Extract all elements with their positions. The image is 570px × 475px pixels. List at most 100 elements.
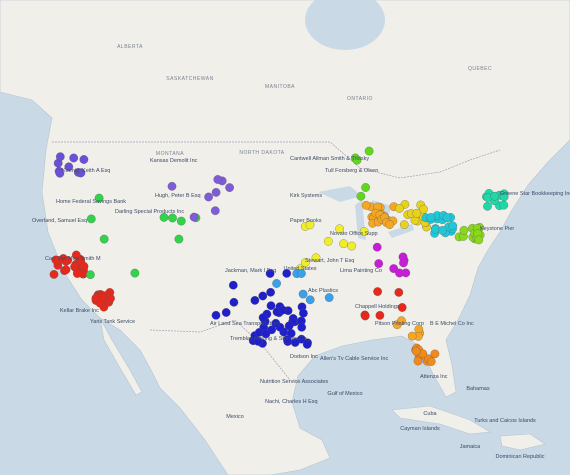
marker [213,175,223,184]
marker [323,236,333,246]
marker [278,305,288,315]
marker-label: Pitson Printing Corp [375,321,424,327]
marker [372,242,382,252]
marker-label: Kellar Brake Inc [60,308,99,314]
marker [282,269,292,278]
marker [413,356,423,366]
marker [438,226,447,235]
marker-label: Home Federal Savings Bank [56,199,126,205]
marker [69,153,79,163]
marker-label: Tremblay Moving & Storage Co [230,336,307,342]
marker [339,239,348,249]
marker [265,269,275,278]
marker [189,212,199,222]
marker [297,322,307,332]
marker [167,181,177,191]
marker [283,335,292,344]
marker [79,261,89,271]
marker-label: Attenza Inc [420,374,448,380]
marker [356,191,366,201]
marker [394,288,404,297]
place-label: Mexico [226,414,243,420]
marker [426,213,436,222]
marker [51,255,61,265]
hispaniola [499,433,546,451]
marker [250,296,260,305]
marker [284,321,294,331]
marker [258,291,268,301]
marker [411,346,421,356]
marker [397,316,406,326]
marker [76,168,86,178]
region-label: ONTARIO [347,96,373,102]
marker [395,204,404,213]
marker [225,183,234,192]
hudson-bay [305,0,385,50]
marker-label: Kansas Demolit Inc [150,158,198,164]
marker [61,265,71,275]
marker [419,204,428,214]
marker [459,225,469,235]
region-label: SASKATCHEWAN [166,76,213,82]
marker [63,256,73,265]
marker [228,280,238,290]
borders [52,141,501,381]
marker-label: Cantwell Allman Smith & Trotsky [290,156,369,162]
marker [298,289,308,299]
marker-label: Stewart, John T Esq [305,258,354,264]
region-label: QUEBEC [468,66,492,72]
marker [71,250,81,260]
marker [311,253,321,263]
marker-label: Koenig, Keith A Esq [62,168,110,174]
marker [55,152,65,162]
marker [64,162,74,172]
marker-label: Yaris Tank Service [90,319,135,325]
marker-label: B E Michel Co Inc [430,321,474,327]
place-label: Turks and Caicos Islands [474,418,536,424]
marker [499,200,509,210]
marker [359,227,369,236]
marker [229,297,239,307]
marker [168,213,177,223]
marker [266,287,275,297]
marker-label: Keystone Pier [480,226,514,232]
marker [490,191,499,201]
marker [352,155,362,165]
place-label: Jamaica [460,444,481,450]
marker [86,270,95,280]
region-label: MONTANA [156,151,184,157]
marker-label: Allen's Tv Cable Service Inc [320,356,388,362]
marker [364,146,374,156]
marker [373,287,382,296]
place-label: Cayman Islands [400,426,440,432]
marker [86,214,96,224]
marker [221,308,231,317]
marker-label: Chappell Holdings [355,304,400,310]
marker [324,293,334,302]
marker [412,208,422,218]
marker [399,220,409,229]
marker [430,224,440,234]
place-label: Gulf of Mexico [327,391,362,397]
marker [499,192,509,202]
cuba [391,405,491,435]
marker [375,311,385,320]
marker [94,193,104,203]
marker [389,264,399,273]
marker-label: Kirk Systems [290,193,322,199]
marker [442,213,452,223]
marker-label: Hugh, Peter B Esq [155,193,201,199]
marker [305,295,315,305]
place-label: Dominican Republic [496,454,545,460]
marker [407,331,417,341]
marker [448,221,458,231]
place-label: United States [283,266,316,272]
marker [290,338,300,347]
baja [99,317,143,396]
marker [360,311,370,321]
marker [426,357,436,366]
marker [55,168,65,178]
marker [49,270,59,279]
marker-label: Jackman, Mark I Esq [225,268,276,274]
